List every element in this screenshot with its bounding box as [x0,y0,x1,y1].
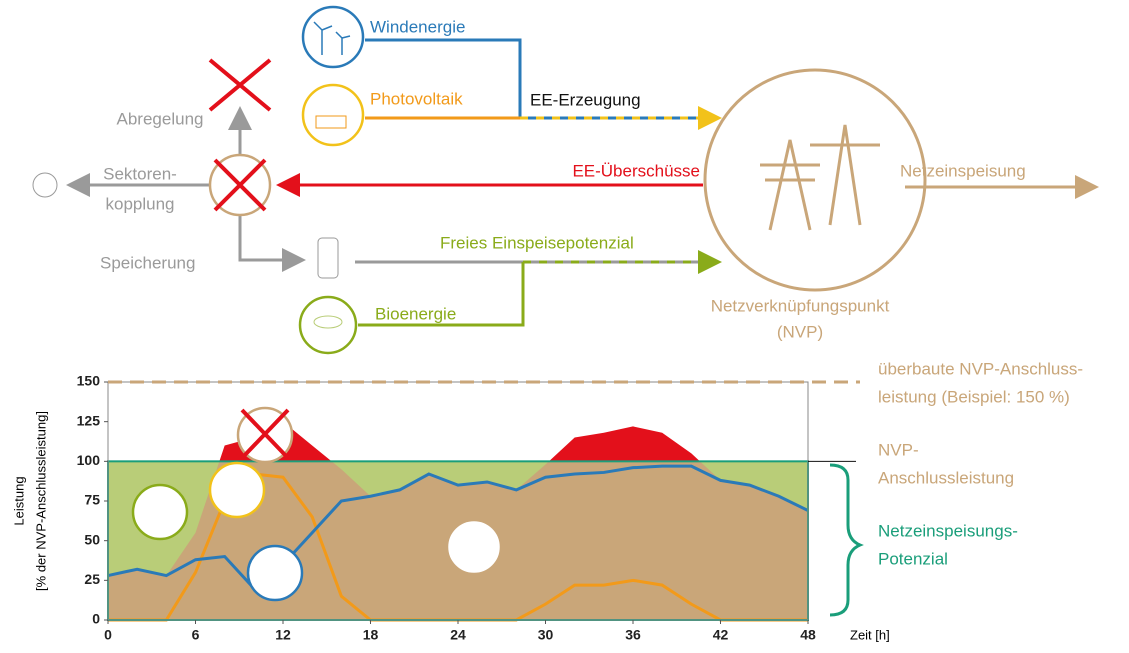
nvp-label: Netzverknüpfungspunkt [711,296,890,315]
pv-label: Photovoltaik [370,89,463,108]
feed-area [108,461,808,620]
storage-arrow [238,215,306,272]
annotation: leistung (Beispiel: 150 %) [878,387,1070,406]
chart-icon [445,518,503,576]
annotation: NVP- [878,440,919,459]
y-tick-label: 100 [77,452,101,468]
y-tick-label: 25 [84,571,100,587]
x-tick-label: 18 [363,627,379,643]
surplus-label: EE-Überschüsse [572,161,700,180]
bio-line [358,262,525,327]
series-line [107,464,809,591]
x-label: Zeit [h] [850,627,890,642]
bracket [829,463,864,617]
turbine [313,21,351,55]
battery [317,237,339,279]
x-tick-label: 0 [104,627,112,643]
surplus-area [219,421,700,462]
gen-label: EE-Erzeugung [530,90,641,109]
x-tick-label: 42 [713,627,729,643]
nvp-label: (NVP) [777,322,823,341]
wind-line [365,38,522,118]
y-tick-label: 75 [84,492,100,508]
bio-label: Bioenergie [375,304,456,323]
x-tick-label: 48 [800,627,816,643]
annotation: überbaute NVP-Anschluss- [878,359,1083,378]
panel [315,115,347,129]
annotation: Netzeinspeisungs- [878,521,1018,540]
y-label: Leistung [11,476,26,525]
annotation: Anschlussleistung [878,468,1014,487]
y-label: [% der NVP-Anschlussleistung] [33,411,48,591]
y-tick-label: 50 [84,531,100,547]
storage-label: Speicherung [100,253,195,272]
free-label: Freies Einspeisepotenzial [440,233,634,252]
coupling-icon [32,172,58,198]
coupling-label: kopplung [105,194,174,213]
x-tick-label: 30 [538,627,554,643]
annotation: Potenzial [878,549,948,568]
y-tick-label: 125 [77,412,101,428]
chart-icon [246,544,304,602]
wind-icon [301,5,365,69]
chart-icon [208,461,266,519]
pv-icon [301,83,365,147]
x-tick-label: 36 [625,627,641,643]
coupling-label: Sektoren- [103,164,177,183]
digester [313,315,343,329]
feed-label: Netzeinspeisung [900,161,1026,180]
bio-icon [298,295,358,355]
wind-label: Windenergie [370,17,465,36]
x-tick-label: 24 [450,627,466,643]
chart-icon [131,483,189,541]
x-tick-label: 12 [275,627,291,643]
curt-label: Abregelung [117,109,204,128]
cross [240,408,290,460]
diagram: Windenergie Photovoltaik EE-Erzeugung EE… [32,5,1099,355]
x-tick-label: 6 [192,627,200,643]
y-tick-label: 0 [92,611,100,627]
cross [213,158,267,212]
y-tick-label: 150 [77,373,101,389]
pylons [760,124,880,231]
cross [208,58,272,112]
chart: 0 25 50 75 100 125 150 0 6 12 18 24 30 36 42 48 Zeit [h]… [11,359,1083,642]
